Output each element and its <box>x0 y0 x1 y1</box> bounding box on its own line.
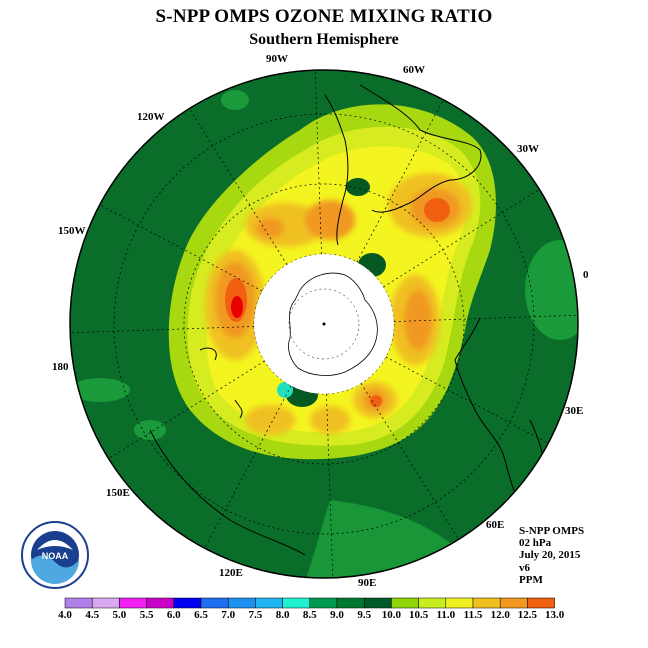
colorbar-tick-label: 9.0 <box>330 609 344 621</box>
colorbar-tick-label: 5.5 <box>140 609 154 621</box>
info-date: July 20, 2015 <box>519 549 581 562</box>
map-title: S-NPP OMPS OZONE MIXING RATIO <box>155 6 493 27</box>
colorbar-tick-label: 13.0 <box>545 609 565 621</box>
colorbar-tick-label: 8.5 <box>303 609 317 621</box>
map-subtitle: Southern Hemisphere <box>249 31 399 48</box>
lon-label-60w: 60W <box>403 64 425 76</box>
noaa-logo-text: NOAA <box>42 551 69 561</box>
colorbar-tick-label: 4.0 <box>58 609 72 621</box>
lon-label-180: 180 <box>52 361 69 373</box>
colorbar-tick-label: 7.5 <box>249 609 263 621</box>
polar-map: 90W 60W 30W 120W 150W 180 0 30E 60E 90E … <box>52 53 589 589</box>
colorbar-tick-label: 10.0 <box>382 609 402 621</box>
lon-label-60e: 60E <box>486 519 504 531</box>
colorbar-tick-label: 12.5 <box>518 609 538 621</box>
colorbar-tick-label: 11.5 <box>464 609 483 621</box>
info-version: v6 <box>519 561 530 574</box>
lon-label-120w: 120W <box>137 111 165 123</box>
colorbar-tick-label: 7.0 <box>221 609 235 621</box>
lon-label-90e: 90E <box>358 577 376 589</box>
contour-8.5-east <box>525 240 578 340</box>
colorbar-tick-label: 10.5 <box>409 609 429 621</box>
colorbar-tick-label: 9.5 <box>357 609 371 621</box>
lon-label-150e: 150E <box>106 487 130 499</box>
graticule <box>70 70 578 578</box>
contour-12.0-max <box>231 296 243 318</box>
lon-label-150w: 150W <box>58 225 86 237</box>
info-block: S-NPP OMPS 02 hPa July 20, 2015 v6 PPM <box>519 525 584 586</box>
map-border <box>69 69 579 579</box>
lon-label-30w: 30W <box>517 143 539 155</box>
colorbar-tick-label: 6.5 <box>194 609 208 621</box>
contour-11.5-atlantic <box>424 198 450 222</box>
lon-label-30e: 30E <box>565 405 583 417</box>
colorbar-tick-label: 8.0 <box>276 609 290 621</box>
info-level: 02 hPa <box>519 537 552 550</box>
info-units: PPM <box>519 573 543 586</box>
lon-label-0: 0 <box>583 269 589 281</box>
colorbar-tick-label: 11.0 <box>436 609 455 621</box>
lon-label-90w: 90W <box>266 53 288 65</box>
info-instrument: S-NPP OMPS <box>519 525 585 537</box>
colorbar-tick-label: 12.0 <box>491 609 511 621</box>
colorbar-labels: 4.0 4.5 5.0 5.5 6.0 6.5 7.0 7.5 8.0 8.5 9.0 9.5 10.0… <box>58 609 565 621</box>
colorbar-tick-label: 6.0 <box>167 609 181 621</box>
colorbar-tick-label: 4.5 <box>85 609 99 621</box>
noaa-logo: NOAA <box>21 521 89 589</box>
lon-label-120e: 120E <box>219 567 243 579</box>
antarctica-coastline <box>288 272 378 376</box>
contour-teal-low <box>277 382 293 398</box>
colorbar-tick-label: 5.0 <box>113 609 127 621</box>
